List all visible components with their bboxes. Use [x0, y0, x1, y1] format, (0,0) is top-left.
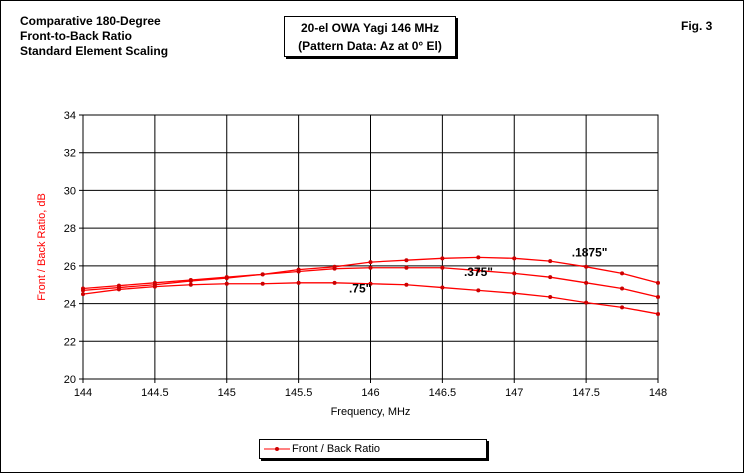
data-point: [656, 311, 660, 316]
data-point: [332, 266, 337, 271]
data-point: [116, 287, 121, 292]
legend: Front / Back Ratio: [259, 439, 487, 459]
x-tick-label: 147: [505, 387, 523, 399]
data-point: [260, 281, 265, 286]
data-point: [81, 292, 85, 297]
data-point: [404, 258, 409, 263]
data-point: [332, 280, 337, 285]
data-point: [188, 282, 193, 287]
data-point: [476, 288, 481, 293]
data-point: [476, 255, 481, 260]
data-point: [620, 305, 625, 310]
x-axis-label: Frequency, MHz: [331, 406, 411, 418]
data-point: [296, 280, 301, 285]
data-point: [512, 291, 517, 296]
chart-title-line: 20-el OWA Yagi 146 MHz: [300, 21, 440, 35]
data-point: [188, 278, 193, 283]
data-point: [440, 285, 445, 290]
data-point: [296, 269, 301, 274]
x-tick-label: 144: [74, 387, 92, 399]
data-point: [404, 265, 409, 270]
data-point: [368, 265, 373, 270]
data-point: [620, 271, 625, 276]
data-point: [548, 259, 553, 264]
left-title-line: Front-to-Back Ratio: [20, 29, 132, 43]
data-point: [440, 256, 445, 261]
data-point: [620, 286, 625, 291]
data-point: [260, 272, 265, 277]
left-title-line: Comparative 180-Degree: [20, 14, 161, 28]
x-tick-label: 146.5: [429, 387, 457, 399]
x-tick-label: 148: [649, 387, 667, 399]
chart-title: 20-el OWA Yagi 146 MHz (Pattern Data: Az…: [284, 16, 456, 57]
data-point: [224, 281, 229, 286]
data-point: [584, 264, 589, 269]
y-tick-label: 24: [64, 299, 76, 311]
data-point: [548, 275, 553, 280]
y-tick-label: 22: [64, 336, 76, 348]
series-annotation: .375": [464, 265, 493, 279]
left-title-line: Standard Element Scaling: [20, 44, 169, 58]
data-point: [548, 294, 553, 299]
y-tick-label: 26: [64, 261, 76, 273]
series-annotation: .1875": [572, 245, 608, 259]
figure-number: Fig. 3: [681, 19, 713, 33]
data-point: [81, 288, 85, 293]
data-point: [152, 284, 157, 289]
y-tick-label: 30: [64, 185, 76, 197]
y-axis-label: Front / Back Ratio, dB: [36, 193, 48, 301]
series-annotation: .75": [349, 281, 371, 295]
y-tick-label: 20: [64, 374, 76, 386]
data-point: [584, 280, 589, 285]
x-tick-label: 144.5: [141, 387, 169, 399]
data-point: [404, 282, 409, 287]
legend-marker-icon: [264, 447, 290, 451]
data-point: [440, 265, 445, 270]
chart-title-line: (Pattern Data: Az at 0° El): [298, 39, 442, 53]
data-point: [584, 300, 589, 305]
data-point: [476, 268, 481, 273]
data-point: [368, 260, 373, 265]
data-point: [368, 281, 373, 286]
plot-border: [82, 114, 659, 380]
legend-label: Front / Back Ratio: [292, 443, 381, 455]
data-point: [512, 256, 517, 261]
data-point: [512, 271, 517, 276]
x-tick-label: 146: [361, 387, 379, 399]
y-tick-label: 34: [64, 110, 76, 122]
data-point: [224, 276, 229, 281]
x-tick-label: 145.5: [285, 387, 313, 399]
x-tick-label: 147.5: [572, 387, 600, 399]
data-point: [656, 280, 660, 285]
left-title: Comparative 180-Degree Front-to-Back Rat…: [20, 14, 168, 59]
y-tick-label: 28: [64, 223, 76, 235]
y-tick-label: 32: [64, 148, 76, 160]
x-tick-label: 145: [218, 387, 236, 399]
data-point: [656, 294, 660, 299]
